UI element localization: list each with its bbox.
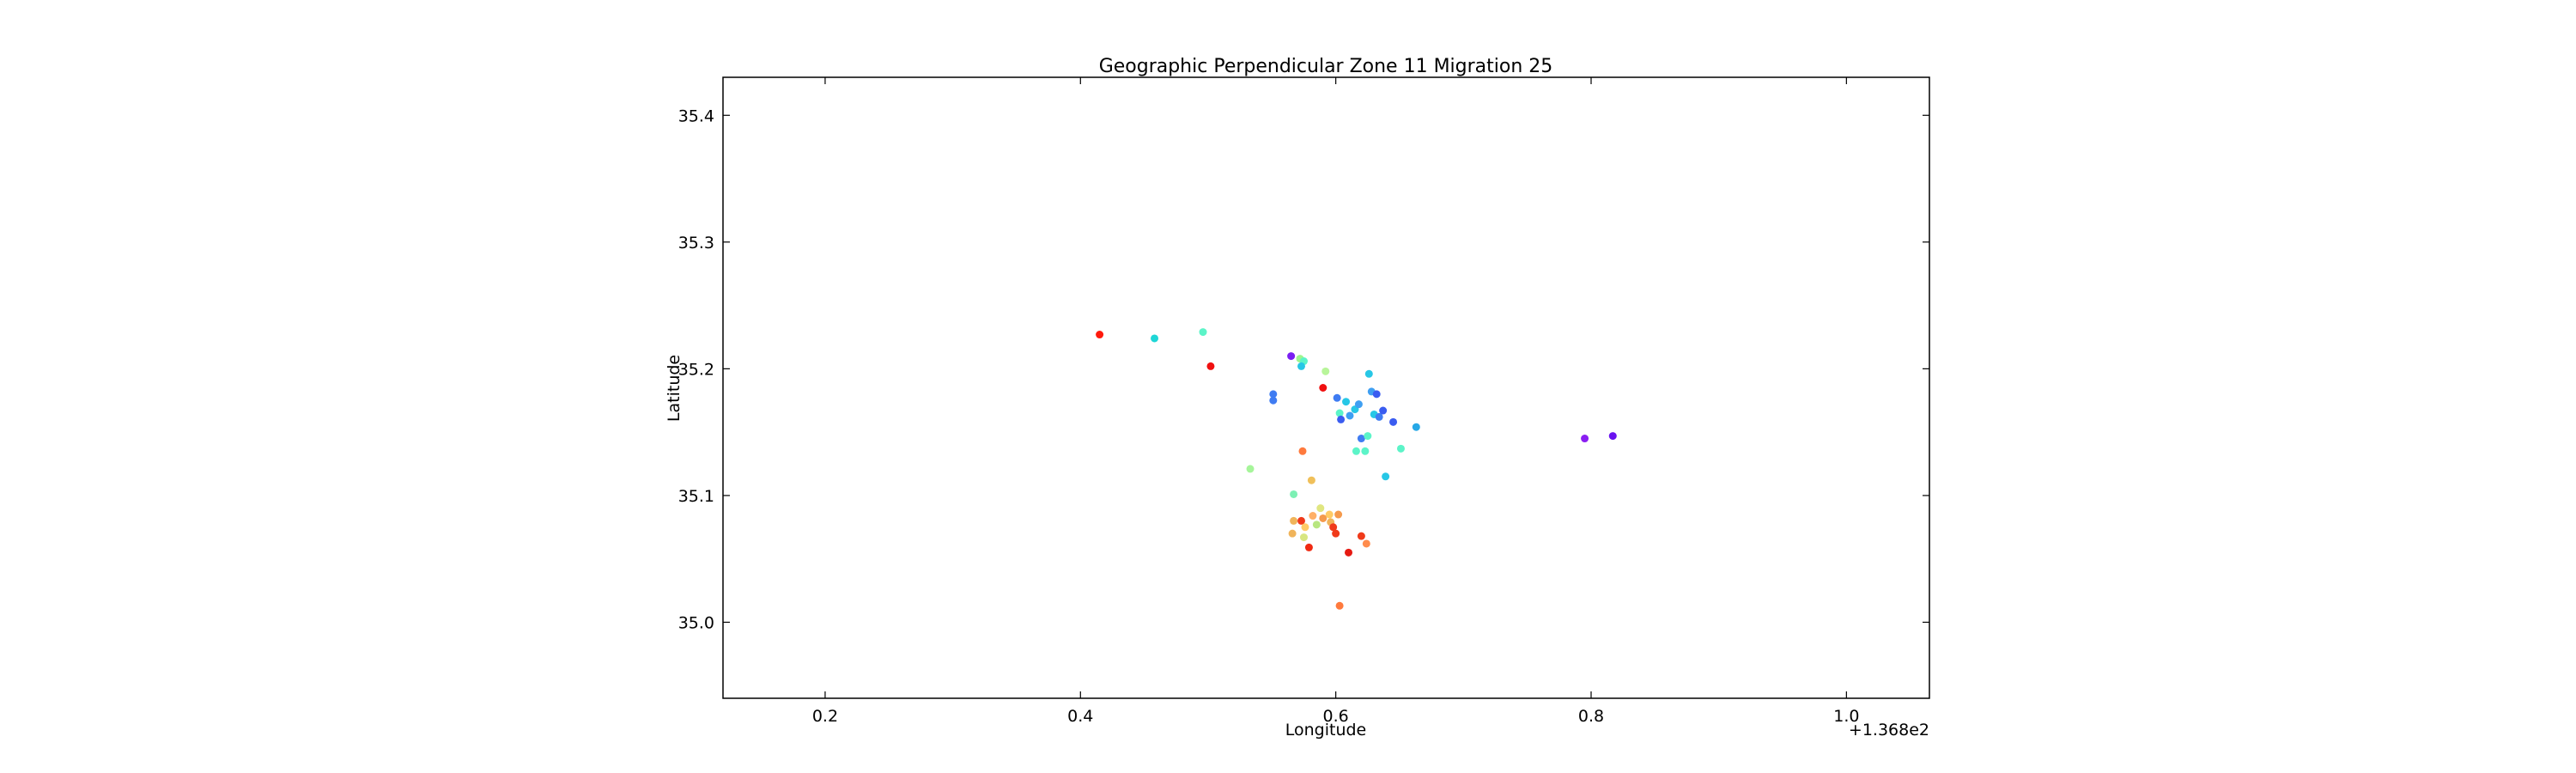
data-point <box>1319 514 1327 522</box>
data-point <box>1298 447 1307 455</box>
data-point <box>1301 523 1309 532</box>
data-point <box>1352 447 1360 455</box>
plot-area <box>1096 328 1617 610</box>
y-axis: 35.0 35.1 35.2 35.3 35.4 <box>678 107 1929 632</box>
data-point <box>1332 529 1340 538</box>
data-point <box>1290 516 1298 525</box>
data-point <box>1096 331 1104 339</box>
y-tick-label: 35.4 <box>678 107 714 125</box>
data-point <box>1304 543 1313 551</box>
y-tick-label: 35.0 <box>678 613 714 632</box>
plot-frame <box>722 76 1930 699</box>
x-axis-label: Longitude <box>1285 721 1367 740</box>
data-point <box>1287 352 1296 361</box>
data-point <box>1299 533 1308 542</box>
data-point <box>1364 432 1372 441</box>
data-point <box>1199 328 1207 337</box>
y-tick-label: 35.2 <box>678 360 714 379</box>
data-point <box>1246 465 1255 473</box>
data-point <box>1316 504 1325 513</box>
data-point <box>1269 390 1278 399</box>
data-point <box>1581 435 1589 443</box>
data-point <box>1329 523 1338 532</box>
data-point <box>1364 369 1373 378</box>
data-point <box>1375 412 1383 421</box>
data-point <box>1337 415 1346 423</box>
chart-title: Geographic Perpendicular Zone 11 Migrati… <box>1099 56 1553 77</box>
data-point <box>1333 393 1341 402</box>
data-point <box>1379 406 1388 415</box>
data-point <box>1335 601 1344 610</box>
data-point <box>1346 411 1354 420</box>
data-point <box>1372 390 1381 399</box>
data-point <box>1206 362 1215 370</box>
data-point <box>1312 520 1321 529</box>
data-point <box>1354 400 1363 409</box>
data-point <box>1412 423 1420 431</box>
data-point <box>1357 532 1365 540</box>
data-point <box>1325 510 1334 519</box>
y-tick-label: 35.3 <box>678 234 714 253</box>
data-point <box>1297 362 1306 370</box>
x-tick-label: 0.4 <box>1067 707 1093 726</box>
x-axis: 0.2 0.4 0.6 0.8 1.0 <box>812 77 1859 726</box>
data-point <box>1361 447 1370 455</box>
data-point <box>1334 510 1343 519</box>
data-point <box>1345 548 1353 557</box>
data-point <box>1297 516 1306 525</box>
data-point <box>1269 396 1278 405</box>
y-tick-label: 35.1 <box>678 487 714 506</box>
data-point <box>1321 367 1330 375</box>
data-point <box>1362 539 1370 548</box>
data-point <box>1342 398 1351 406</box>
data-point <box>1335 409 1344 417</box>
data-point <box>1151 334 1159 343</box>
x-tick-label: 0.2 <box>812 707 838 726</box>
data-point <box>1396 444 1405 453</box>
data-point <box>1382 472 1390 481</box>
data-point <box>1290 490 1298 498</box>
data-point <box>1608 432 1617 441</box>
data-point <box>1307 476 1315 484</box>
data-point <box>1288 529 1297 538</box>
data-point <box>1357 435 1365 443</box>
data-point <box>1309 512 1317 520</box>
y-axis-label: Latitude <box>665 355 683 422</box>
data-point <box>1319 384 1327 392</box>
x-tick-label: 0.6 <box>1323 707 1349 726</box>
data-point <box>1389 417 1398 426</box>
x-tick-label: 0.8 <box>1578 707 1604 726</box>
x-tick-label: 1.0 <box>1833 707 1859 726</box>
x-offset-label: +1.368e2 <box>1849 721 1929 740</box>
